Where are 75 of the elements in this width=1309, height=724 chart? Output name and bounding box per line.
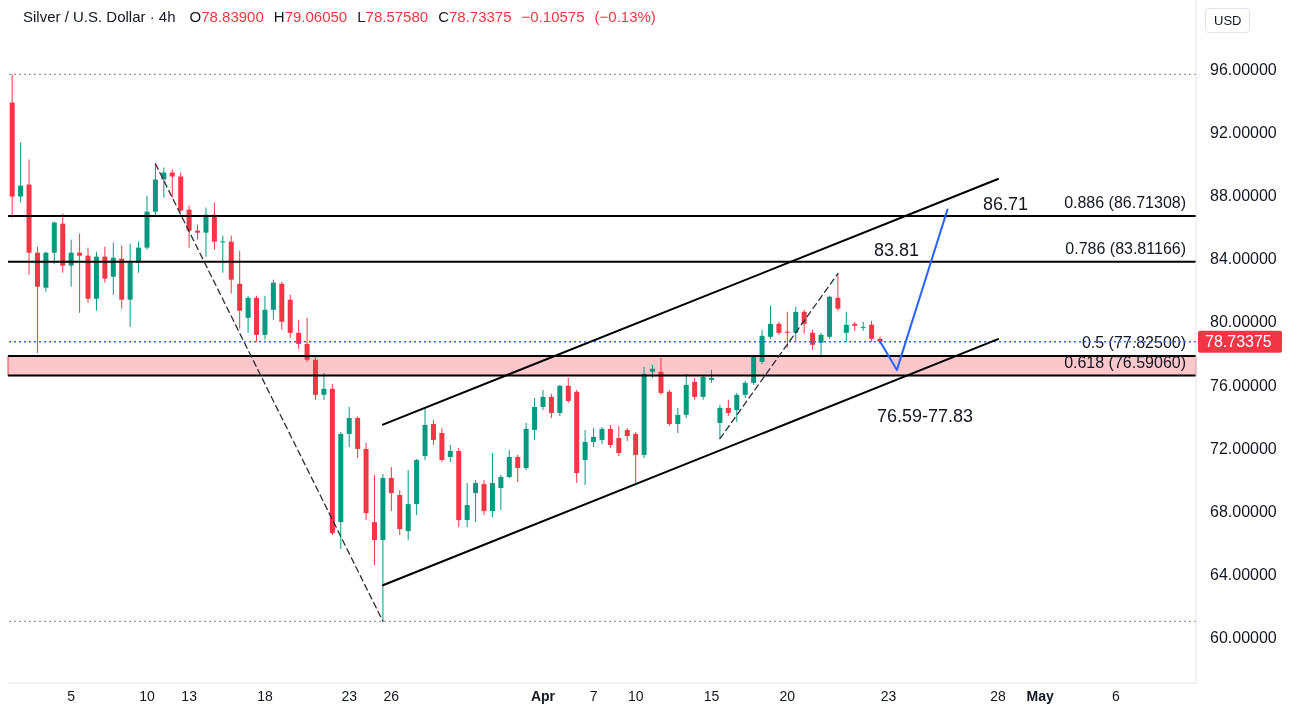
x-tick-label: 10 xyxy=(139,687,156,704)
annotation: 86.71 xyxy=(983,193,1029,214)
ref-line-label: 0.5 (77.82500) xyxy=(1081,334,1186,352)
candlestick xyxy=(540,389,546,411)
x-tick-label: May xyxy=(1026,687,1054,704)
candlestick xyxy=(869,320,875,343)
candlestick xyxy=(371,474,377,566)
y-tick-label: 96.00000 xyxy=(1210,61,1277,79)
y-tick-label: 76.00000 xyxy=(1210,376,1277,394)
y-tick-label: 84.00000 xyxy=(1210,250,1277,268)
x-tick-label: 13 xyxy=(181,687,198,704)
y-tick-label: 92.00000 xyxy=(1210,124,1277,142)
candlestick xyxy=(498,474,504,511)
candlestick xyxy=(734,392,740,423)
x-tick-label: 6 xyxy=(1112,687,1121,704)
candlestick xyxy=(18,141,24,204)
candlestick xyxy=(321,372,327,401)
x-tick-label: 18 xyxy=(257,687,273,704)
candlestick xyxy=(77,233,83,314)
candlestick xyxy=(675,407,681,434)
candlestick xyxy=(717,404,723,440)
candlestick xyxy=(616,425,622,457)
candlestick xyxy=(220,235,226,274)
candlestick xyxy=(245,295,251,334)
candlestick xyxy=(506,449,512,479)
candlestick xyxy=(818,332,824,356)
y-axis-title: USD xyxy=(1205,8,1251,33)
candlestick xyxy=(633,431,639,484)
candlestick xyxy=(464,482,470,528)
y-tick-label: 64.00000 xyxy=(1210,565,1277,583)
x-tick-label: 15 xyxy=(703,687,720,704)
candlestick xyxy=(565,377,571,404)
candlestick xyxy=(346,406,352,448)
candlestick xyxy=(767,305,773,340)
x-tick-label: 7 xyxy=(589,687,598,704)
candlestick xyxy=(591,427,597,448)
x-tick-label: 5 xyxy=(67,687,76,704)
x-tick-label: 10 xyxy=(627,687,644,704)
annotation: 83.81 xyxy=(874,239,920,260)
y-tick-label: 60.00000 xyxy=(1210,628,1277,646)
text: Silver / U.S. Dollar · 4h xyxy=(23,8,176,25)
y-tick-label: 72.00000 xyxy=(1210,439,1277,457)
candlestick xyxy=(388,466,394,512)
candlestick xyxy=(658,357,664,396)
candlestick xyxy=(692,377,698,401)
candlestick xyxy=(582,429,588,486)
ref-line-label: 78.73375 xyxy=(1205,333,1272,351)
candlestick xyxy=(607,424,613,449)
candlestick xyxy=(793,306,799,343)
candlestick xyxy=(548,393,554,419)
x-tick-label: 20 xyxy=(779,687,796,704)
candlestick xyxy=(296,319,302,350)
candlestick xyxy=(102,246,108,284)
candlestick xyxy=(430,419,436,446)
ref-line-label: 0.886 (86.71308) xyxy=(1064,193,1186,211)
candlestick xyxy=(515,454,521,483)
x-tick-label: 23 xyxy=(880,687,897,704)
y-tick-label: 88.00000 xyxy=(1210,187,1277,205)
annotation: 76.59-77.83 xyxy=(877,406,974,427)
candlestick xyxy=(810,329,816,351)
candlestick xyxy=(473,479,479,523)
y-tick-label: 80.00000 xyxy=(1210,313,1277,331)
x-tick-label: 26 xyxy=(383,687,400,704)
candlestick xyxy=(835,273,841,312)
candlestick xyxy=(843,311,849,343)
x-tick-label: 23 xyxy=(341,687,358,704)
ref-line-label: 0.618 (76.59060) xyxy=(1064,353,1186,371)
y-tick-label: 68.00000 xyxy=(1210,502,1277,520)
ref-line-label: 0.786 (83.81166) xyxy=(1065,239,1186,257)
candlestick xyxy=(700,374,706,401)
text: O78.83900 H79.06050 L78.57580 C78.73375 −0.10575 (−0.13%) xyxy=(189,8,656,25)
x-tick-label: Apr xyxy=(530,687,556,704)
candlestick xyxy=(532,397,538,441)
candlestick xyxy=(169,169,175,199)
x-tick-label: 28 xyxy=(990,687,1006,704)
